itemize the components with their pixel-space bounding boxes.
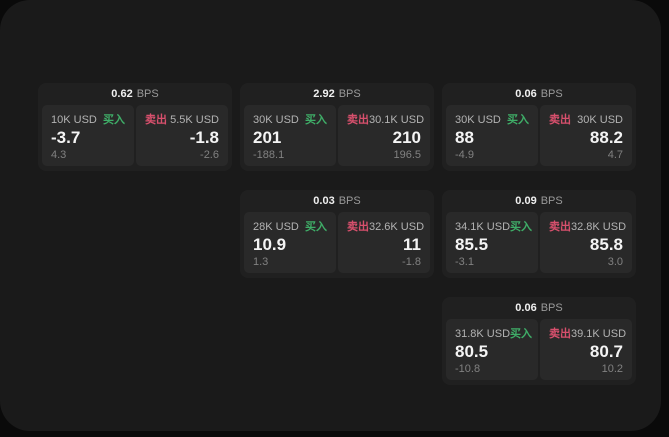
buy-price: 85.5 <box>455 235 489 254</box>
quote-panels: 30K USD 买入 201 -188.1 卖出 30.1K USD 210 1… <box>244 105 430 166</box>
bps-header: 0.09 BPS <box>442 190 636 212</box>
buy-delta: 1.3 <box>253 256 269 268</box>
buy-amount: 28K USD <box>253 221 299 233</box>
buy-panel[interactable]: 28K USD 买入 10.9 1.3 <box>244 212 336 273</box>
quote-panels: 10K USD 买入 -3.7 4.3 卖出 5.5K USD -1.8 -2.… <box>42 105 228 166</box>
sell-amount: 32.8K USD <box>571 221 627 233</box>
buy-amount: 34.1K USD <box>455 221 511 233</box>
sell-amount: 39.1K USD <box>571 328 627 340</box>
sell-price: 88.2 <box>589 128 623 147</box>
sell-side-label: 卖出 <box>347 221 369 233</box>
sell-delta: -2.6 <box>200 149 219 161</box>
buy-price: -3.7 <box>51 128 81 147</box>
sell-delta: 196.5 <box>393 149 421 161</box>
buy-side-label: 买入 <box>103 114 125 126</box>
buy-panel[interactable]: 30K USD 买入 88 -4.9 <box>446 105 538 166</box>
buy-side-label: 买入 <box>507 114 529 126</box>
bps-value: 0.62 <box>111 88 133 100</box>
buy-side-label: 买入 <box>510 328 533 340</box>
buy-side-label: 买入 <box>305 114 327 126</box>
buy-amount: 30K USD <box>253 114 299 126</box>
quote-board-surface: 0.62 BPS 10K USD 买入 -3.7 4.3 卖出 5.5K USD … <box>0 0 661 431</box>
bps-unit-label: BPS <box>338 88 361 100</box>
bps-header: 0.62 BPS <box>38 83 232 105</box>
quote-card-3: 0.06 BPS 30K USD 买入 88 -4.9 卖出 30K USD 88… <box>442 83 636 171</box>
sell-panel[interactable]: 卖出 30K USD 88.2 4.7 <box>540 105 632 166</box>
sell-amount: 5.5K USD <box>170 114 219 126</box>
bps-value: 0.06 <box>515 302 537 314</box>
buy-panel[interactable]: 10K USD 买入 -3.7 4.3 <box>42 105 134 166</box>
buy-price: 201 <box>253 128 282 147</box>
sell-side-label: 卖出 <box>549 328 571 340</box>
bps-unit-label: BPS <box>540 88 563 100</box>
quote-panels: 34.1K USD 买入 85.5 -3.1 卖出 32.8K USD 85.8… <box>446 212 632 273</box>
bps-header: 0.03 BPS <box>240 190 434 212</box>
sell-amount: 30.1K USD <box>369 114 425 126</box>
quote-panels: 28K USD 买入 10.9 1.3 卖出 32.6K USD 11 -1.8 <box>244 212 430 273</box>
sell-price: 11 <box>403 235 421 254</box>
buy-delta: -10.8 <box>455 363 481 375</box>
buy-price: 80.5 <box>455 342 489 361</box>
bps-header: 0.06 BPS <box>442 83 636 105</box>
sell-delta: 3.0 <box>607 256 623 268</box>
sell-price: 85.8 <box>589 235 623 254</box>
bps-value: 0.09 <box>515 195 537 207</box>
quote-card-4: 0.03 BPS 28K USD 买入 10.9 1.3 卖出 32.6K USD… <box>240 190 434 278</box>
bps-unit-label: BPS <box>136 88 159 100</box>
bps-value: 2.92 <box>313 88 335 100</box>
sell-delta: -1.8 <box>402 256 421 268</box>
sell-amount: 32.6K USD <box>369 221 425 233</box>
sell-panel[interactable]: 卖出 32.8K USD 85.8 3.0 <box>540 212 632 273</box>
quote-card-2: 2.92 BPS 30K USD 买入 201 -188.1 卖出 30.1K U… <box>240 83 434 171</box>
buy-delta: -3.1 <box>455 256 474 268</box>
bps-value: 0.06 <box>515 88 537 100</box>
bps-unit-label: BPS <box>338 195 361 207</box>
sell-side-label: 卖出 <box>145 114 167 126</box>
quote-card-6: 0.06 BPS 31.8K USD 买入 80.5 -10.8 卖出 39.1K… <box>442 297 636 385</box>
sell-delta: 4.7 <box>607 149 623 161</box>
quote-card-1: 0.62 BPS 10K USD 买入 -3.7 4.3 卖出 5.5K USD … <box>38 83 232 171</box>
buy-amount: 30K USD <box>455 114 501 126</box>
buy-panel[interactable]: 30K USD 买入 201 -188.1 <box>244 105 336 166</box>
sell-panel[interactable]: 卖出 5.5K USD -1.8 -2.6 <box>136 105 228 166</box>
bps-header: 2.92 BPS <box>240 83 434 105</box>
bps-value: 0.03 <box>313 195 335 207</box>
quote-card-5: 0.09 BPS 34.1K USD 买入 85.5 -3.1 卖出 32.8K … <box>442 190 636 278</box>
bps-unit-label: BPS <box>540 302 563 314</box>
buy-delta: -188.1 <box>253 149 285 161</box>
buy-panel[interactable]: 31.8K USD 买入 80.5 -10.8 <box>446 319 538 380</box>
sell-delta: 10.2 <box>601 363 623 375</box>
sell-price: -1.8 <box>189 128 219 147</box>
buy-price: 10.9 <box>253 235 287 254</box>
buy-side-label: 买入 <box>510 221 533 233</box>
bps-unit-label: BPS <box>540 195 563 207</box>
sell-panel[interactable]: 卖出 39.1K USD 80.7 10.2 <box>540 319 632 380</box>
sell-price: 210 <box>392 128 421 147</box>
sell-panel[interactable]: 卖出 30.1K USD 210 196.5 <box>338 105 430 166</box>
sell-price: 80.7 <box>589 342 623 361</box>
sell-amount: 30K USD <box>577 114 623 126</box>
buy-delta: -4.9 <box>455 149 474 161</box>
bps-header: 0.06 BPS <box>442 297 636 319</box>
buy-delta: 4.3 <box>51 149 67 161</box>
sell-panel[interactable]: 卖出 32.6K USD 11 -1.8 <box>338 212 430 273</box>
buy-amount: 10K USD <box>51 114 97 126</box>
quote-panels: 31.8K USD 买入 80.5 -10.8 卖出 39.1K USD 80.… <box>446 319 632 380</box>
buy-amount: 31.8K USD <box>455 328 511 340</box>
buy-side-label: 买入 <box>305 221 327 233</box>
sell-side-label: 卖出 <box>347 114 369 126</box>
sell-side-label: 卖出 <box>549 114 571 126</box>
buy-price: 88 <box>455 128 474 147</box>
buy-panel[interactable]: 34.1K USD 买入 85.5 -3.1 <box>446 212 538 273</box>
sell-side-label: 卖出 <box>549 221 571 233</box>
quote-panels: 30K USD 买入 88 -4.9 卖出 30K USD 88.2 4.7 <box>446 105 632 166</box>
